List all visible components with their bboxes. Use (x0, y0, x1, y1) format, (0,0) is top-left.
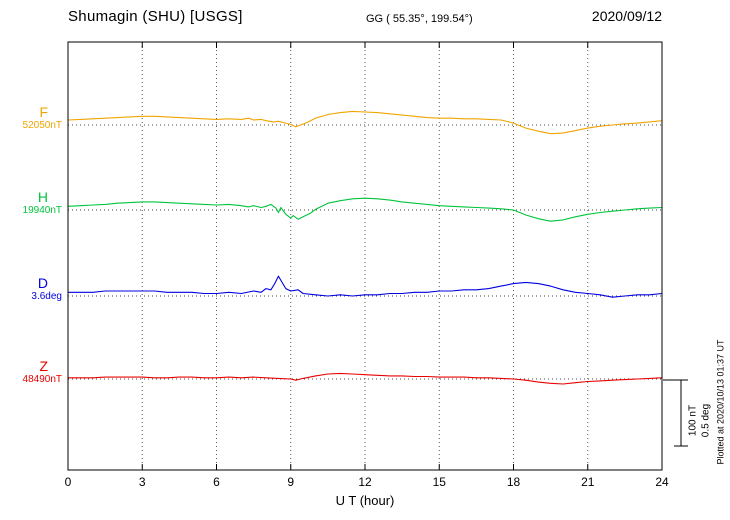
x-tick-label: 6 (213, 475, 220, 489)
x-axis-label: U T (hour) (335, 493, 395, 508)
trace-D (68, 275, 663, 298)
x-tick-label: 15 (432, 475, 446, 489)
page-title: Shumagin (SHU) [USGS] (68, 8, 243, 25)
plotted-at-note: Plotted at 2020/10/13 01:37 UT (715, 339, 726, 465)
x-tick-label: 18 (506, 475, 521, 489)
channel-label-F: F 52050nT (2, 105, 62, 132)
channel-baseline-value: 3.6deg (31, 291, 62, 302)
trace-F (67, 110, 663, 135)
trace-H (67, 197, 663, 222)
channel-letter: F (39, 104, 48, 120)
plot-date: 2020/09/12 (591, 8, 662, 24)
scale-label-nt: 100 nT (687, 404, 699, 437)
channel-letter: D (37, 275, 48, 291)
x-tick-label: 3 (138, 475, 146, 489)
channel-letter: Z (39, 358, 48, 374)
plot-frame (67, 41, 663, 471)
channel-baseline-value: 52050nT (22, 120, 62, 131)
x-tick-label: 0 (64, 475, 72, 489)
x-tick-label: 21 (581, 475, 595, 489)
trace-Z (68, 372, 663, 385)
channel-baseline-value: 19940nT (22, 205, 62, 216)
geographic-coords: GG ( 55.35°, 199.54°) (366, 13, 473, 25)
x-tick-label: 24 (655, 475, 669, 489)
channel-label-H: H 19940nT (2, 190, 62, 217)
x-tick-label: 9 (287, 475, 295, 489)
x-tick-label: 12 (358, 475, 372, 489)
channel-baseline-value: 48490nT (22, 374, 62, 385)
channel-letter: H (37, 189, 48, 205)
channel-label-D: D 3.6deg (2, 276, 62, 303)
channel-label-Z: Z 48490nT (2, 359, 62, 386)
scale-label-deg: 0.5 deg (700, 403, 712, 438)
